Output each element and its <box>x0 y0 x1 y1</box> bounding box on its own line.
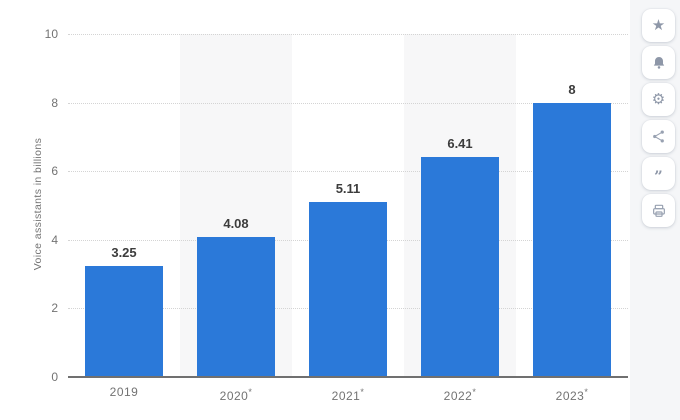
y-tick-label: 0 <box>51 370 58 384</box>
cite-button[interactable]: ” <box>642 157 675 190</box>
printer-icon <box>651 203 667 219</box>
bar-2019[interactable] <box>85 265 163 377</box>
bar-value-label: 5.11 <box>335 180 361 196</box>
x-axis-labels: 2019 2020* 2021* 2022* 2023* <box>68 384 628 403</box>
bar-2020[interactable] <box>197 237 275 377</box>
x-axis-label: 2023* <box>555 387 589 403</box>
bar-value-label: 8 <box>568 81 576 97</box>
share-button[interactable] <box>642 120 675 153</box>
favorite-button[interactable]: ★ <box>642 9 675 42</box>
x-axis-label: 2019 <box>109 385 139 399</box>
x-axis-line <box>68 376 628 378</box>
settings-button[interactable]: ⚙ <box>642 83 675 116</box>
bar-value-label: 4.08 <box>223 216 249 232</box>
gear-icon: ⚙ <box>651 91 666 108</box>
alerts-button[interactable] <box>642 46 675 79</box>
gridline <box>68 171 628 173</box>
x-axis-label: 2021* <box>331 387 365 403</box>
gridline <box>68 102 628 104</box>
bar-value-label: 3.25 <box>111 244 137 260</box>
bell-icon <box>651 55 667 71</box>
action-toolbar: ★ ⚙ ” <box>630 0 680 420</box>
x-axis-label: 2022* <box>443 387 477 403</box>
star-icon: ★ <box>651 17 666 34</box>
y-tick-label: 4 <box>51 232 58 247</box>
y-tick-label: 8 <box>51 95 58 110</box>
bar-value-label: 6.41 <box>447 136 473 152</box>
bar-2021[interactable] <box>309 201 387 377</box>
y-tick-label: 6 <box>51 164 58 179</box>
bar-2023[interactable] <box>533 102 611 377</box>
y-axis-title: Voice assistants in billions <box>32 137 44 271</box>
print-button[interactable] <box>642 194 675 227</box>
y-tick-label: 2 <box>51 301 58 316</box>
share-icon <box>651 129 666 144</box>
quote-icon: ” <box>654 167 663 186</box>
plot-area: 3.25 4.08 5.11 6.41 8 <box>68 34 628 377</box>
bar-2022[interactable] <box>421 157 499 377</box>
gridline <box>68 34 628 35</box>
y-tick-label: 10 <box>44 27 58 41</box>
x-axis-label: 2020* <box>219 387 253 403</box>
